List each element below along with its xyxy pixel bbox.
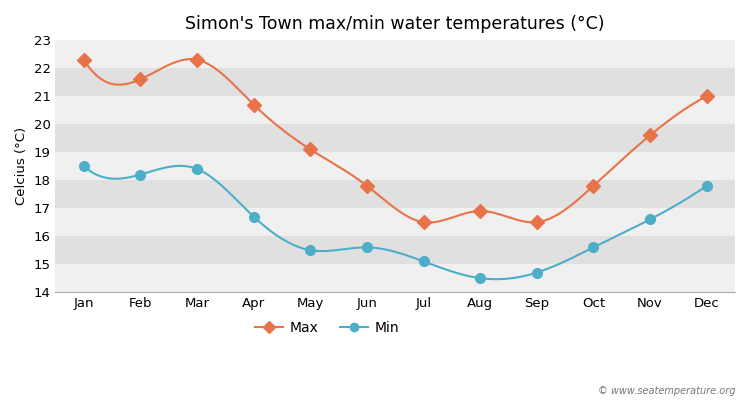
Bar: [56, 152, 735, 180]
Bar: [56, 68, 735, 96]
Title: Simon's Town max/min water temperatures (°C): Simon's Town max/min water temperatures …: [185, 15, 605, 33]
Bar: [56, 40, 735, 68]
Text: © www.seatemperature.org: © www.seatemperature.org: [598, 386, 735, 396]
Bar: [56, 124, 735, 152]
Bar: [56, 264, 735, 292]
Y-axis label: Celcius (°C): Celcius (°C): [15, 127, 28, 205]
Bar: [56, 208, 735, 236]
Bar: [56, 180, 735, 208]
Bar: [56, 96, 735, 124]
Bar: [56, 236, 735, 264]
Legend: Max, Min: Max, Min: [250, 316, 405, 341]
